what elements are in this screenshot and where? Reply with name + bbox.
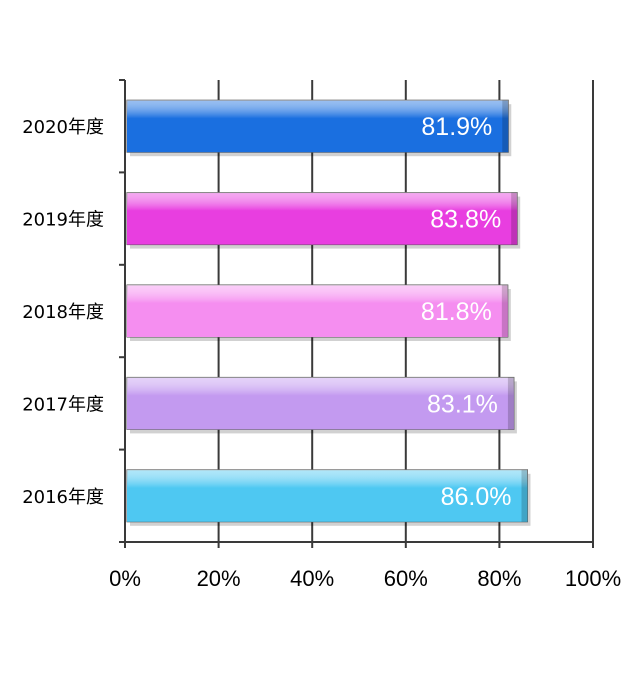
bar-end-shade (511, 192, 518, 245)
axes (119, 79, 594, 548)
bar-end-shade (502, 100, 509, 153)
x-tick-label: 0% (109, 566, 141, 591)
bar-end-shade (501, 285, 508, 337)
data-label: 83.1% (427, 390, 498, 418)
bar-gloss (127, 469, 528, 522)
x-tick-label: 20% (197, 566, 241, 591)
data-label: 81.9% (421, 113, 492, 141)
bar-end-shade (521, 469, 528, 522)
category-label: 2018年度 (22, 302, 104, 323)
x-tick-label: 80% (477, 566, 521, 591)
bar-gloss (127, 100, 509, 153)
x-tick-label: 100% (565, 566, 621, 591)
bars (126, 99, 531, 526)
data-label: 83.8% (430, 206, 501, 234)
bar-gloss (127, 192, 518, 245)
category-label: 2017年度 (22, 394, 104, 415)
x-tick-label: 40% (290, 566, 334, 591)
bar-gloss (127, 377, 514, 430)
data-label: 81.8% (421, 298, 492, 326)
category-label: 2019年度 (22, 210, 104, 231)
bar-end-shade (507, 377, 514, 430)
bar-gloss (127, 285, 508, 337)
category-label: 2016年度 (22, 487, 104, 508)
category-label: 2020年度 (22, 117, 104, 138)
x-tick-label: 60% (384, 566, 428, 591)
labels: 81.9% 2020年度 83.8% 2019年度 81.8% 2018年度 83.1% 20… (22, 113, 621, 591)
data-label: 86.0% (441, 483, 512, 511)
